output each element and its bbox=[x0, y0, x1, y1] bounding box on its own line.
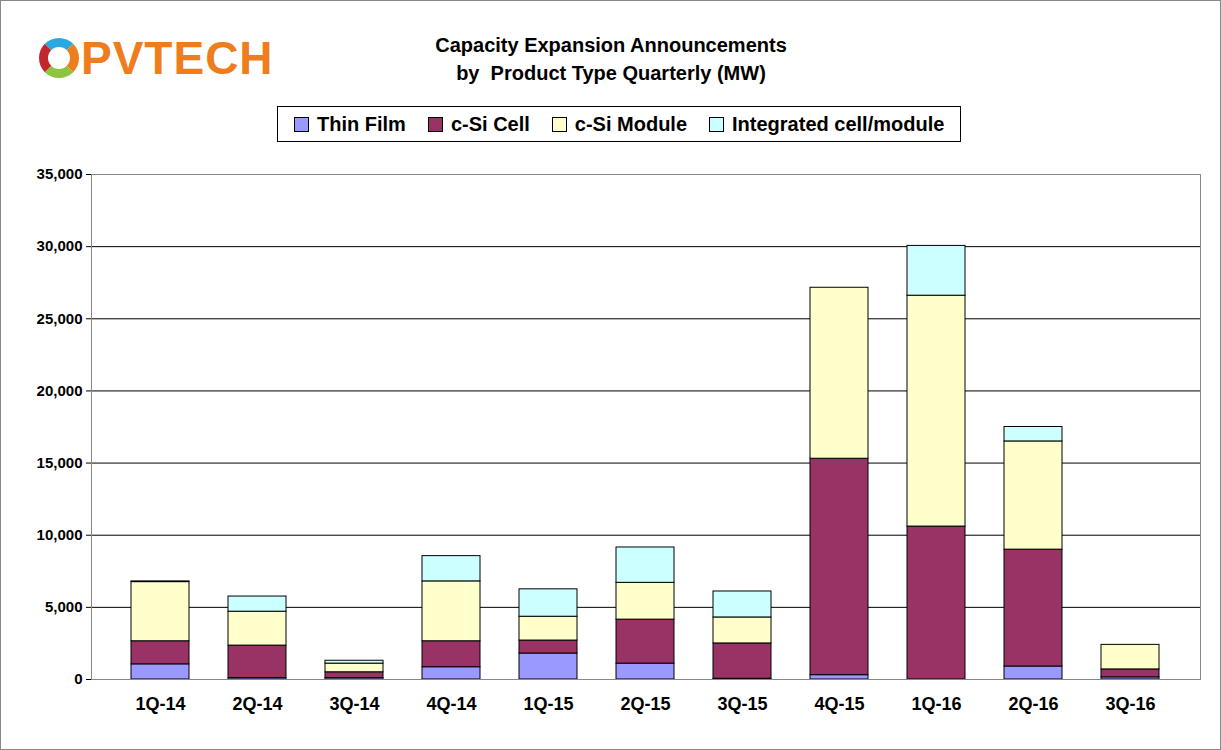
svg-text:0: 0 bbox=[74, 670, 82, 687]
svg-text:1Q-14: 1Q-14 bbox=[135, 694, 185, 714]
svg-text:4Q-15: 4Q-15 bbox=[814, 694, 864, 714]
svg-text:3Q-14: 3Q-14 bbox=[329, 694, 379, 714]
svg-text:2Q-16: 2Q-16 bbox=[1008, 694, 1058, 714]
svg-text:1Q-16: 1Q-16 bbox=[911, 694, 961, 714]
svg-text:10,000: 10,000 bbox=[37, 526, 83, 543]
html-text:c-Si Cell: c-Si Cell bbox=[450, 112, 530, 135]
svg-text:25,000: 25,000 bbox=[37, 310, 83, 327]
svg-text:5,000: 5,000 bbox=[45, 598, 83, 615]
svg-text:4Q-14: 4Q-14 bbox=[426, 694, 476, 714]
html-text:PVTECH: PVTECH bbox=[81, 32, 274, 84]
html-text:c-Si Module: c-Si Module bbox=[574, 112, 687, 135]
svg-text:3Q-16: 3Q-16 bbox=[1105, 694, 1155, 714]
svg-text:2Q-15: 2Q-15 bbox=[620, 694, 670, 714]
svg-text:1Q-15: 1Q-15 bbox=[523, 694, 573, 714]
svg-text:15,000: 15,000 bbox=[37, 454, 83, 471]
html-text:Capacity Expansion Announcemen: Capacity Expansion Announcements by Prod… bbox=[435, 34, 787, 84]
svg-text:20,000: 20,000 bbox=[37, 382, 83, 399]
svg-text:35,000: 35,000 bbox=[37, 165, 83, 182]
svg-text:30,000: 30,000 bbox=[37, 237, 83, 254]
html-text:Thin Film: Thin Film bbox=[317, 112, 406, 135]
svg-text:2Q-14: 2Q-14 bbox=[232, 694, 282, 714]
html-text:Integrated cell/module: Integrated cell/module bbox=[732, 112, 945, 135]
svg-text:3Q-15: 3Q-15 bbox=[717, 694, 767, 714]
